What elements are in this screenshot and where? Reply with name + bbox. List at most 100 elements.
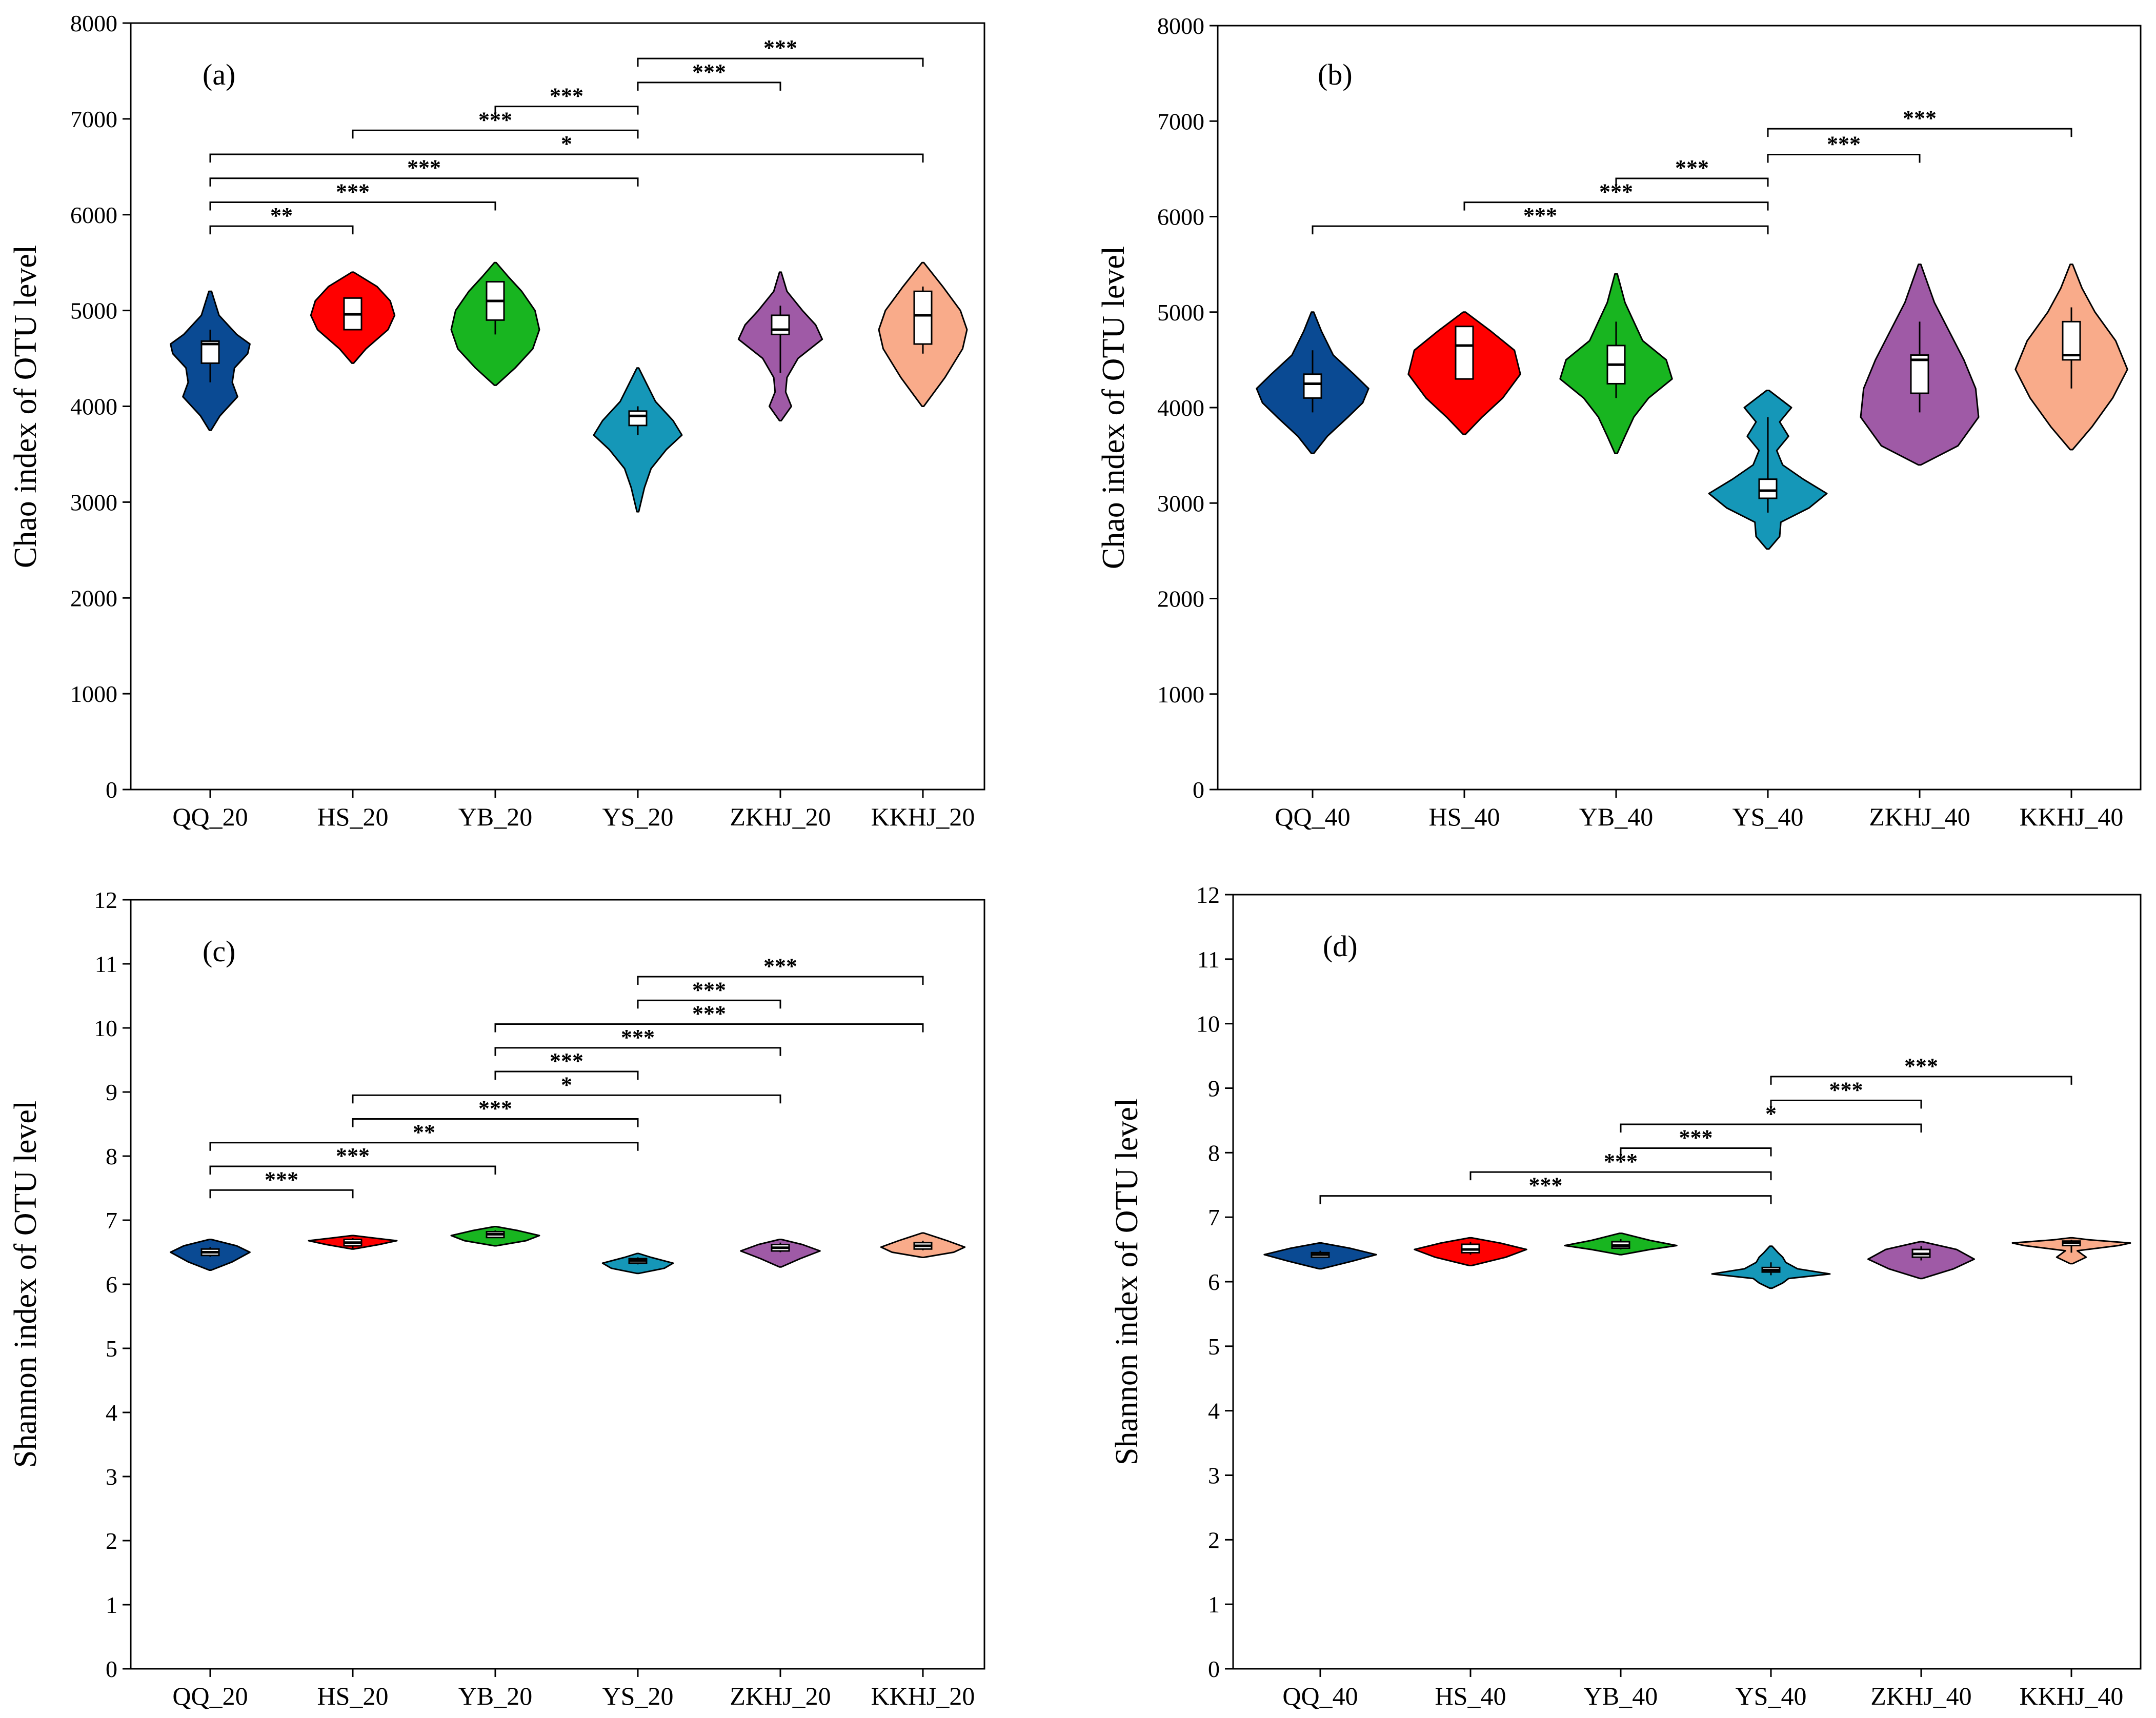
- panel-a: 0 1000 2000 3000 4000 5000 6000 7000 8000 QQ_20 HS…: [8, 10, 985, 831]
- x-category-label: YS_40: [1732, 802, 1804, 831]
- significance-bracket: [209, 225, 354, 235]
- y-tick-label: 3: [1208, 1463, 1220, 1489]
- x-category-label: YB_20: [458, 802, 532, 831]
- significance-label: ***: [550, 84, 583, 109]
- significance-label: ***: [1827, 131, 1861, 156]
- panel-tag-b: (b): [1318, 58, 1353, 91]
- y-tick-label: 10: [94, 1015, 117, 1041]
- y-tick-label: 0: [106, 777, 117, 803]
- y-axis-title-a: Chao index of OTU level: [8, 245, 43, 568]
- significance-bracket: [352, 1118, 639, 1127]
- y-tick-label: 4000: [1157, 395, 1204, 421]
- x-category-label: ZKHJ_40: [1869, 802, 1970, 831]
- box-YS_40: [1758, 478, 1778, 499]
- y-tick-label: 8000: [70, 10, 117, 36]
- significance-label: ***: [763, 954, 797, 979]
- y-tick-label: 0: [106, 1656, 117, 1682]
- x-category-label: QQ_20: [172, 802, 248, 831]
- significance-label: ***: [1529, 1173, 1563, 1198]
- significance-label: ***: [1829, 1077, 1863, 1102]
- x-category-label: YB_40: [1584, 1682, 1658, 1710]
- plot-frame-d: [1232, 894, 2142, 1670]
- box-YS_20: [628, 410, 648, 427]
- y-tick-label: 4: [1208, 1398, 1220, 1424]
- significance-label: ***: [336, 179, 370, 204]
- y-tick-label: 3000: [1157, 490, 1204, 516]
- y-axis-title-d: Shannon index of OTU level: [1110, 1098, 1144, 1465]
- x-category-label: QQ_20: [172, 1682, 248, 1710]
- x-category-label: YB_40: [1579, 802, 1653, 831]
- significance-label: ***: [692, 977, 726, 1002]
- significance-label: ***: [763, 35, 797, 60]
- significance-bracket: [1620, 1147, 1772, 1157]
- x-category-label: ZKHJ_40: [1870, 1682, 1971, 1710]
- y-tick-label: 5: [106, 1336, 117, 1362]
- significance-bracket: [494, 106, 639, 115]
- y-axis-title-b: Chao index of OTU level: [1096, 246, 1131, 569]
- y-tick-label: 6000: [1157, 204, 1204, 230]
- y-tick-label: 7000: [70, 106, 117, 132]
- y-tick-label: 9: [106, 1079, 117, 1105]
- plot-frame-c: [130, 899, 985, 1670]
- y-tick-label: 11: [95, 951, 117, 977]
- significance-label: ***: [478, 1096, 512, 1121]
- x-category-label: HS_20: [317, 802, 389, 831]
- significance-bracket: [209, 201, 496, 211]
- y-tick-label: 12: [94, 887, 117, 913]
- significance-bracket: [1312, 225, 1769, 235]
- y-tick-label: 3: [106, 1464, 117, 1490]
- x-category-label: QQ_40: [1282, 1682, 1358, 1710]
- y-tick-label: 9: [1208, 1076, 1220, 1102]
- y-axis-title-c: Shannon index of OTU level: [8, 1101, 43, 1468]
- significance-bracket: [209, 177, 639, 187]
- x-category-label: ZKHJ_20: [730, 1682, 831, 1710]
- y-tick-label: 6000: [70, 202, 117, 228]
- x-category-label: YS_20: [602, 1682, 674, 1710]
- x-category-label: KKHJ_20: [871, 1682, 975, 1710]
- panel-tag-a: (a): [203, 58, 235, 91]
- y-tick-label: 3000: [70, 489, 117, 515]
- marks-b: 0 1000 2000 3000 4000 5000 6000 7000 8000 QQ_40 HS…: [1157, 13, 2128, 831]
- significance-label: **: [270, 203, 293, 228]
- x-category-label: KKHJ_40: [2020, 1682, 2124, 1710]
- significance-label: ***: [1679, 1125, 1713, 1150]
- y-tick-label: 2000: [70, 585, 117, 611]
- y-tick-label: 11: [1197, 946, 1220, 973]
- significance-label: ***: [336, 1143, 370, 1168]
- violin-YS_20: [593, 367, 683, 513]
- plot-frame-a: [130, 22, 985, 791]
- significance-bracket: [1615, 177, 1769, 187]
- box-KKHJ_40: [2062, 320, 2081, 361]
- significance-bracket: [352, 129, 639, 139]
- significance-bracket: [1469, 1171, 1772, 1181]
- y-tick-label: 7: [106, 1207, 117, 1234]
- y-tick-label: 0: [1208, 1656, 1220, 1682]
- violin-ZKHJ_20: [740, 1239, 821, 1268]
- significance-bracket: [209, 1189, 354, 1199]
- y-tick-label: 6: [106, 1271, 117, 1298]
- y-tick-label: 5000: [1157, 299, 1204, 326]
- y-tick-label: 5000: [70, 298, 117, 324]
- x-category-label: YS_40: [1736, 1682, 1807, 1710]
- box-KKHJ_20: [913, 290, 933, 345]
- y-tick-label: 2: [1208, 1527, 1220, 1553]
- y-tick-label: 1: [106, 1592, 117, 1618]
- x-category-label: HS_20: [317, 1682, 389, 1710]
- y-tick-label: 8000: [1157, 13, 1204, 39]
- y-tick-label: 7000: [1157, 108, 1204, 134]
- significance-bracket: [209, 153, 924, 163]
- significance-bracket: [637, 999, 781, 1009]
- significance-bracket: [1770, 1076, 2072, 1085]
- y-tick-label: 6: [1208, 1269, 1220, 1295]
- significance-bracket: [1767, 128, 2072, 137]
- y-tick-label: 1000: [1157, 681, 1204, 708]
- significance-bracket: [1463, 201, 1769, 211]
- significance-label: **: [413, 1120, 435, 1145]
- x-category-label: KKHJ_20: [871, 802, 975, 831]
- significance-bracket: [209, 1165, 496, 1175]
- panel-b: 0 1000 2000 3000 4000 5000 6000 7000 8000 QQ_40 HS…: [1096, 13, 2142, 831]
